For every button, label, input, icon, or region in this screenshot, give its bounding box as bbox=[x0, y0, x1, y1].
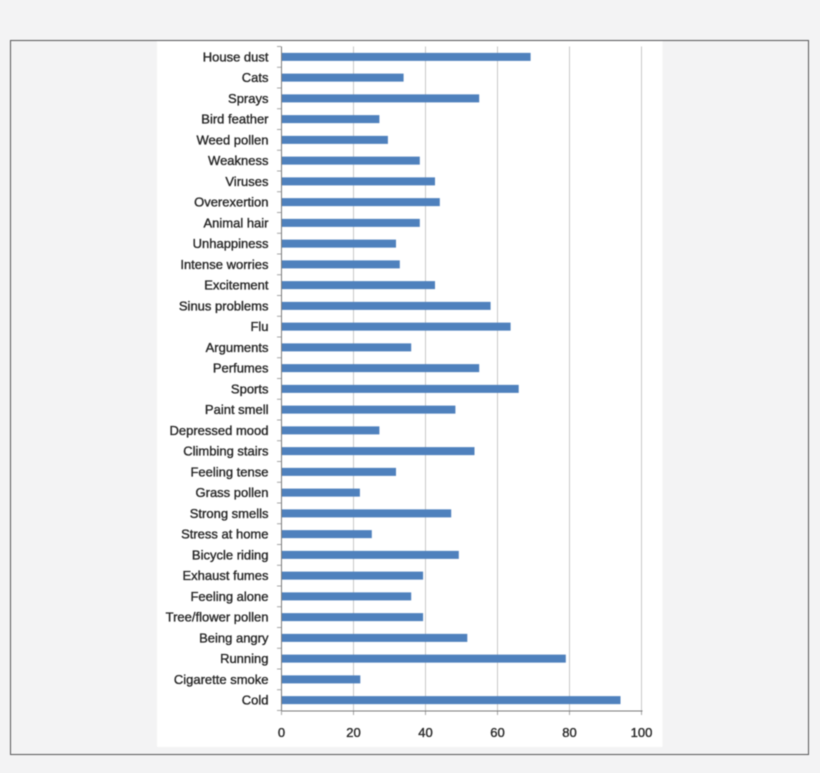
svg-text:0: 0 bbox=[278, 725, 285, 740]
svg-text:Being angry: Being angry bbox=[199, 630, 269, 645]
svg-text:Tree/flower pollen: Tree/flower pollen bbox=[166, 610, 269, 625]
svg-text:Bicycle riding: Bicycle riding bbox=[192, 547, 269, 562]
svg-text:Sinus problems: Sinus problems bbox=[179, 298, 269, 313]
svg-text:60: 60 bbox=[490, 725, 504, 740]
svg-text:Bird feather: Bird feather bbox=[201, 112, 269, 127]
svg-text:Intense worries: Intense worries bbox=[180, 257, 269, 272]
svg-text:Feeling alone: Feeling alone bbox=[190, 589, 268, 604]
svg-text:Viruses: Viruses bbox=[225, 174, 269, 189]
svg-text:Weakness: Weakness bbox=[208, 153, 269, 168]
svg-text:Arguments: Arguments bbox=[206, 340, 269, 355]
svg-text:Excitement: Excitement bbox=[204, 278, 269, 293]
svg-text:Weed pollen: Weed pollen bbox=[196, 132, 268, 147]
svg-text:Unhappiness: Unhappiness bbox=[193, 236, 269, 251]
svg-text:Sprays: Sprays bbox=[228, 91, 269, 106]
svg-text:100: 100 bbox=[631, 725, 653, 740]
svg-text:80: 80 bbox=[562, 725, 576, 740]
svg-text:Grass pollen: Grass pollen bbox=[196, 485, 269, 500]
svg-text:Sports: Sports bbox=[231, 381, 269, 396]
svg-text:Feeling tense: Feeling tense bbox=[190, 464, 268, 479]
svg-text:Animal hair: Animal hair bbox=[203, 215, 269, 230]
svg-text:Climbing stairs: Climbing stairs bbox=[183, 444, 269, 459]
svg-text:Exhaust fumes: Exhaust fumes bbox=[183, 568, 269, 583]
svg-text:20: 20 bbox=[346, 725, 360, 740]
svg-text:Cats: Cats bbox=[242, 70, 269, 85]
svg-text:Cigarette smoke: Cigarette smoke bbox=[174, 672, 269, 687]
svg-text:Flu: Flu bbox=[250, 319, 268, 334]
svg-text:Paint smell: Paint smell bbox=[205, 402, 269, 417]
svg-text:Strong smells: Strong smells bbox=[190, 506, 269, 521]
svg-text:40: 40 bbox=[418, 725, 432, 740]
svg-text:Overexertion: Overexertion bbox=[194, 195, 268, 210]
svg-text:Stress at home: Stress at home bbox=[181, 527, 268, 542]
svg-text:House dust: House dust bbox=[203, 49, 269, 64]
svg-text:Perfumes: Perfumes bbox=[213, 361, 269, 376]
svg-text:Depressed mood: Depressed mood bbox=[170, 423, 269, 438]
svg-text:Cold: Cold bbox=[242, 693, 269, 708]
svg-text:Running: Running bbox=[220, 651, 268, 666]
